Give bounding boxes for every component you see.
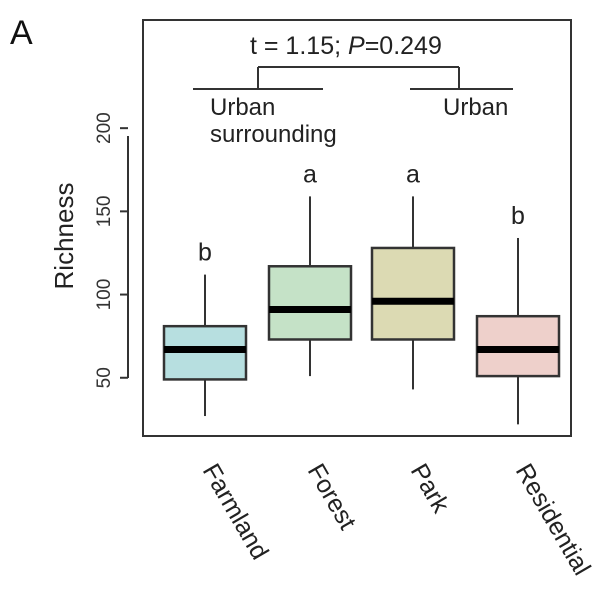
t-statistic: t = 1.15; <box>250 32 348 60</box>
x-label-park: Park <box>405 459 455 518</box>
box-body <box>370 246 456 341</box>
comparison-annotation: t = 1.15; P=0.249 Urban surrounding Urba… <box>193 32 513 148</box>
panel-label: A <box>10 14 33 52</box>
x-label-residential: Residential <box>510 459 596 580</box>
significance-letter: b <box>511 202 525 230</box>
y-axis-title: Richness <box>49 183 79 290</box>
y-tick-label: 100 <box>94 279 115 311</box>
plot-frame <box>142 19 572 437</box>
significance-letter: a <box>406 160 420 188</box>
significance-letter: a <box>303 160 317 188</box>
box-body <box>267 265 353 341</box>
box-series: b a a b <box>162 160 561 425</box>
x-axis-labels: Farmland Forest Park Residential <box>197 459 596 580</box>
box-residential: b <box>475 202 561 425</box>
group-label-urban: Urban <box>443 94 508 121</box>
x-label-farmland: Farmland <box>197 459 274 564</box>
box-forest: a <box>267 160 353 377</box>
significance-letter: b <box>198 239 212 267</box>
group-label-urban-surrounding-line1: Urban <box>210 94 275 121</box>
y-tick-label: 200 <box>94 112 115 144</box>
y-axis-ticks: 50 100 150 200 <box>94 112 128 388</box>
t-test-text: t = 1.15; P=0.249 <box>250 32 442 60</box>
p-value: =0.249 <box>365 32 442 60</box>
p-symbol: P <box>348 32 365 60</box>
y-tick-label: 150 <box>94 196 115 228</box>
box-farmland: b <box>162 239 248 417</box>
box-park: a <box>370 160 456 390</box>
group-label-urban-surrounding-line2: surrounding <box>210 121 337 148</box>
x-label-forest: Forest <box>302 459 362 534</box>
y-tick-label: 50 <box>94 367 115 388</box>
